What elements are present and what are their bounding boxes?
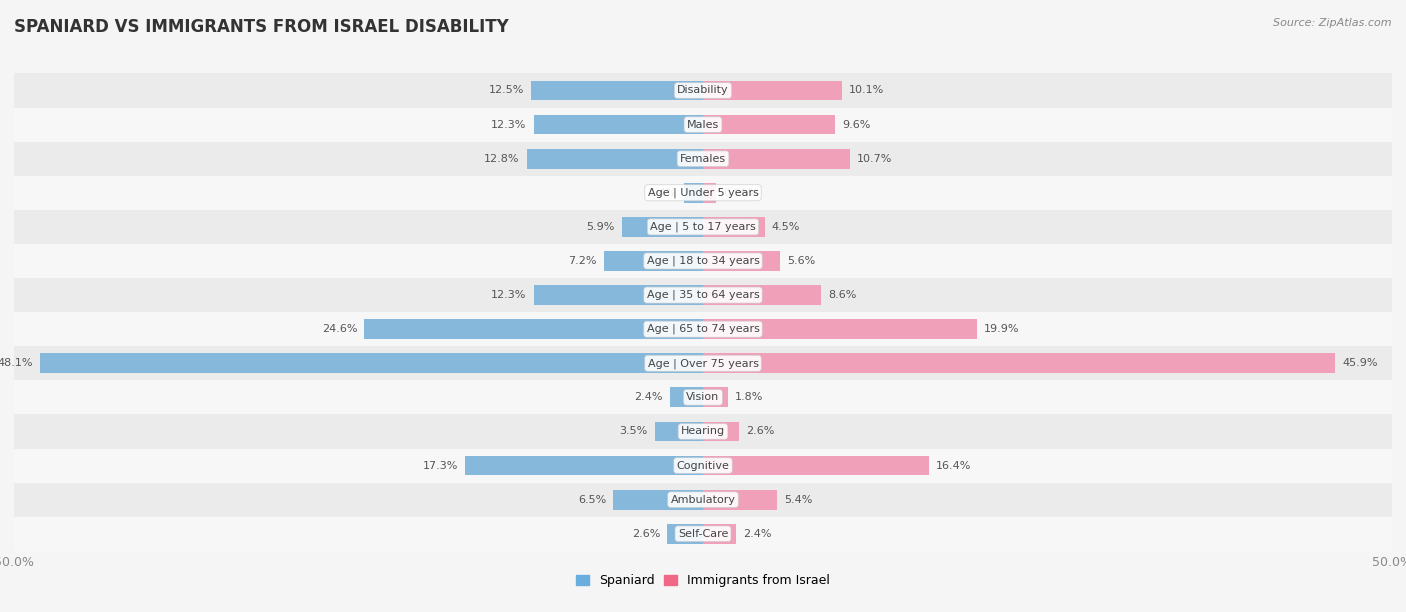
Bar <box>703 524 737 543</box>
Bar <box>703 456 929 476</box>
Bar <box>14 346 1392 380</box>
Text: 2.6%: 2.6% <box>745 427 775 436</box>
Text: 12.5%: 12.5% <box>488 86 524 95</box>
Text: 2.4%: 2.4% <box>742 529 772 539</box>
Bar <box>703 353 1336 373</box>
Text: Age | 5 to 17 years: Age | 5 to 17 years <box>650 222 756 232</box>
Text: Vision: Vision <box>686 392 720 402</box>
Text: 12.8%: 12.8% <box>484 154 520 163</box>
Text: 5.9%: 5.9% <box>586 222 614 232</box>
Bar <box>464 456 703 476</box>
Bar <box>14 517 1392 551</box>
Bar <box>14 141 1392 176</box>
Text: 10.7%: 10.7% <box>858 154 893 163</box>
Bar <box>603 251 703 271</box>
Bar <box>655 422 703 441</box>
Bar <box>364 319 703 339</box>
Text: 8.6%: 8.6% <box>828 290 856 300</box>
Text: Ambulatory: Ambulatory <box>671 494 735 505</box>
Bar <box>14 210 1392 244</box>
Bar <box>14 73 1392 108</box>
Text: 1.4%: 1.4% <box>648 188 676 198</box>
Text: 48.1%: 48.1% <box>0 358 34 368</box>
Bar <box>14 380 1392 414</box>
Text: Age | 35 to 64 years: Age | 35 to 64 years <box>647 290 759 300</box>
Bar <box>14 176 1392 210</box>
Text: Source: ZipAtlas.com: Source: ZipAtlas.com <box>1274 18 1392 28</box>
Text: 12.3%: 12.3% <box>491 290 527 300</box>
Bar <box>703 183 716 203</box>
Bar <box>533 285 703 305</box>
Bar <box>613 490 703 510</box>
Bar <box>41 353 703 373</box>
Text: 7.2%: 7.2% <box>568 256 598 266</box>
Bar <box>533 114 703 135</box>
Text: Age | 65 to 74 years: Age | 65 to 74 years <box>647 324 759 334</box>
Text: 17.3%: 17.3% <box>422 461 458 471</box>
Bar <box>703 387 728 407</box>
Bar <box>703 490 778 510</box>
Text: 24.6%: 24.6% <box>322 324 357 334</box>
Bar <box>14 244 1392 278</box>
Bar <box>703 251 780 271</box>
Bar <box>703 422 738 441</box>
Text: 0.96%: 0.96% <box>723 188 758 198</box>
Text: 2.4%: 2.4% <box>634 392 664 402</box>
Bar <box>14 449 1392 483</box>
Bar <box>668 524 703 543</box>
Bar <box>703 149 851 168</box>
Text: 10.1%: 10.1% <box>849 86 884 95</box>
Text: Disability: Disability <box>678 86 728 95</box>
Text: 9.6%: 9.6% <box>842 119 870 130</box>
Text: Hearing: Hearing <box>681 427 725 436</box>
Bar <box>14 312 1392 346</box>
Bar <box>14 483 1392 517</box>
Text: 45.9%: 45.9% <box>1343 358 1378 368</box>
Bar <box>14 278 1392 312</box>
Bar <box>14 414 1392 449</box>
Text: 4.5%: 4.5% <box>772 222 800 232</box>
Text: Cognitive: Cognitive <box>676 461 730 471</box>
Bar <box>703 114 835 135</box>
Text: 6.5%: 6.5% <box>578 494 606 505</box>
Text: 2.6%: 2.6% <box>631 529 661 539</box>
Text: Self-Care: Self-Care <box>678 529 728 539</box>
Bar <box>683 183 703 203</box>
Bar <box>703 285 821 305</box>
Text: 1.8%: 1.8% <box>735 392 763 402</box>
Bar <box>703 217 765 237</box>
Text: 3.5%: 3.5% <box>620 427 648 436</box>
Bar <box>621 217 703 237</box>
Text: 16.4%: 16.4% <box>936 461 972 471</box>
Text: Age | Over 75 years: Age | Over 75 years <box>648 358 758 368</box>
Text: 5.6%: 5.6% <box>787 256 815 266</box>
Text: Males: Males <box>688 119 718 130</box>
Text: SPANIARD VS IMMIGRANTS FROM ISRAEL DISABILITY: SPANIARD VS IMMIGRANTS FROM ISRAEL DISAB… <box>14 18 509 36</box>
Bar <box>531 81 703 100</box>
Text: Age | 18 to 34 years: Age | 18 to 34 years <box>647 256 759 266</box>
Text: 19.9%: 19.9% <box>984 324 1019 334</box>
Legend: Spaniard, Immigrants from Israel: Spaniard, Immigrants from Israel <box>571 569 835 592</box>
Bar <box>14 108 1392 141</box>
Text: Females: Females <box>681 154 725 163</box>
Bar <box>527 149 703 168</box>
Text: 5.4%: 5.4% <box>785 494 813 505</box>
Text: 12.3%: 12.3% <box>491 119 527 130</box>
Bar <box>703 81 842 100</box>
Text: Age | Under 5 years: Age | Under 5 years <box>648 187 758 198</box>
Bar <box>703 319 977 339</box>
Bar <box>669 387 703 407</box>
